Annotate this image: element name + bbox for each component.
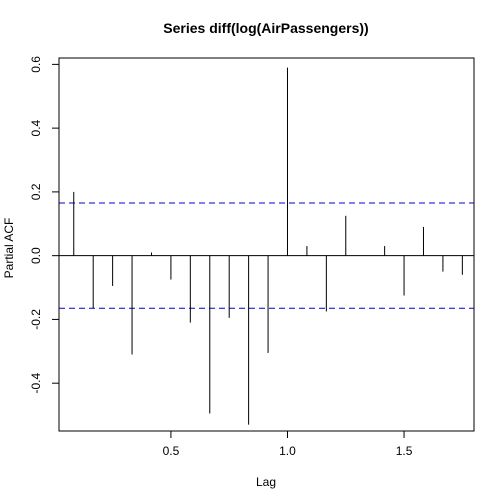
- y-tick-label-2: -0.2: [29, 309, 43, 330]
- y-tick-label-3: 0.0: [29, 247, 43, 264]
- x-axis-label: Lag: [256, 475, 276, 489]
- y-axis-label: Partial ACF: [2, 218, 16, 279]
- x-tick-label-2: 1.0: [279, 444, 296, 458]
- y-tick-label-5: 0.4: [29, 119, 43, 136]
- x-tick-label-1: 0.5: [163, 444, 180, 458]
- y-tick-label-4: 0.2: [29, 183, 43, 200]
- y-tick-label-6: 0.6: [29, 56, 43, 73]
- x-tick-label-3: 1.5: [396, 444, 413, 458]
- chart-title: Series diff(log(AirPassengers)): [163, 20, 368, 36]
- plot-area: 0.5 1.0 1.5 -0.4 -0.2 0.0 0.2 0.4 0.6: [29, 56, 475, 458]
- y-tick-label-1: -0.4: [29, 373, 43, 394]
